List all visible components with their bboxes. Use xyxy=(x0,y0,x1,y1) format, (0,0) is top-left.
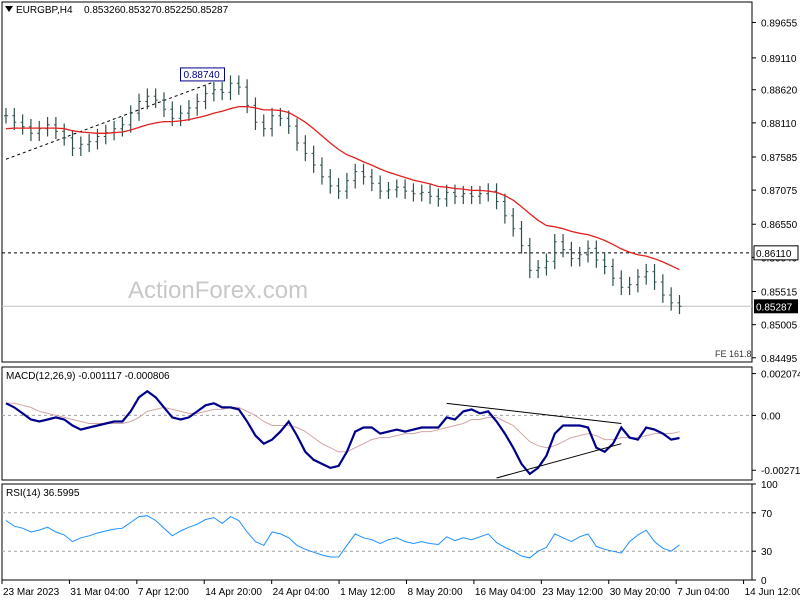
price-axis-tick-label: 0.88110 xyxy=(761,119,797,130)
price-axis-tick-label: 0.87075 xyxy=(761,186,798,197)
resistance-price-label: 0.86110 xyxy=(756,249,792,260)
time-axis: 23 Mar 2023 31 Mar 04:00 7 Apr 12:00 14 Apr… xyxy=(1,580,800,598)
price-axis-tick-label: 0.86550 xyxy=(761,220,798,231)
chart-symbol: EURGBP,H4 xyxy=(16,5,73,16)
rsi-axis-tick-label: 30 xyxy=(761,547,773,558)
price-axis-tick-label: 0.84495 xyxy=(761,354,798,365)
price-axis-tick-label: 0.85515 xyxy=(761,287,798,298)
price-axis-tick-label: 0.89655 xyxy=(761,18,798,29)
rsi-axis-tick-label: 70 xyxy=(761,509,773,520)
current-price-label: 0.85287 xyxy=(756,302,793,313)
price-pane-frame xyxy=(1,1,753,363)
time-axis-label: 14 Jun 12:00 xyxy=(745,587,800,598)
ohlc-open: 0.85326 xyxy=(84,5,121,16)
price-axis-tick-label: 0.89110 xyxy=(761,54,797,65)
channel-trendline xyxy=(5,81,215,160)
swing-high-label-box xyxy=(179,67,225,82)
macd-pane: MACD(12,26,9) -0.001117 -0.000806 0.00207… xyxy=(1,366,800,481)
time-axis-label: 23 Mar 2023 xyxy=(3,587,60,598)
dropdown-triangle-icon xyxy=(5,6,13,12)
rsi-pane: RSI(14) 36.5995 100 70 30 0 xyxy=(1,480,778,587)
time-axis-label: 14 Apr 20:00 xyxy=(205,587,262,598)
ema-line xyxy=(5,105,680,271)
swing-high-label: 0.88740 xyxy=(183,70,220,81)
time-axis-label: 31 Mar 04:00 xyxy=(70,587,129,598)
watermark: ActionForex.com xyxy=(128,277,308,304)
macd-lower-trendline xyxy=(496,443,622,479)
rsi-label: RSI(14) 36.5995 xyxy=(6,488,80,499)
ohlc-close: 0.85287 xyxy=(192,5,229,16)
rsi-axis-tick-label: 0 xyxy=(761,576,767,587)
time-axis-label: 30 May 20:00 xyxy=(610,587,671,598)
macd-axis-tick-label: 0.002074 xyxy=(761,370,800,381)
rsi-axis-tick-label: 100 xyxy=(761,480,778,491)
time-axis-label: 7 Apr 12:00 xyxy=(138,587,190,598)
time-axis-label: 24 Apr 04:00 xyxy=(273,587,330,598)
price-axis-tick-label: 0.87585 xyxy=(761,153,798,164)
current-price-tag xyxy=(754,299,798,314)
time-axis-label: 16 May 04:00 xyxy=(475,587,536,598)
price-axis-tick-label: 0.88620 xyxy=(761,86,798,97)
ohlc-low: 0.85225 xyxy=(156,5,193,16)
macd-signal-line xyxy=(6,402,680,453)
macd-label: MACD(12,26,9) -0.001117 -0.000806 xyxy=(6,371,170,382)
rsi-pane-frame xyxy=(1,483,753,581)
time-axis-label: 23 May 12:00 xyxy=(542,587,603,598)
macd-axis-tick-label: 0.00 xyxy=(761,411,781,422)
macd-pane-frame xyxy=(1,366,753,481)
price-axis-tick-label: 0.85005 xyxy=(761,321,798,332)
macd-main-line xyxy=(5,389,680,476)
time-axis-label: 7 Jun 04:00 xyxy=(677,587,730,598)
macd-axis-tick-label: -0.002716 xyxy=(761,466,800,477)
time-axis-label: 1 May 12:00 xyxy=(340,587,395,598)
resistance-price-tag xyxy=(753,245,799,261)
fib-extension-label: FE 161.8 xyxy=(715,349,752,359)
macd-upper-trendline xyxy=(446,402,622,424)
ohlc-high: 0.85327 xyxy=(120,5,157,16)
time-axis-label: 8 May 20:00 xyxy=(407,587,462,598)
rsi-line xyxy=(5,515,680,559)
